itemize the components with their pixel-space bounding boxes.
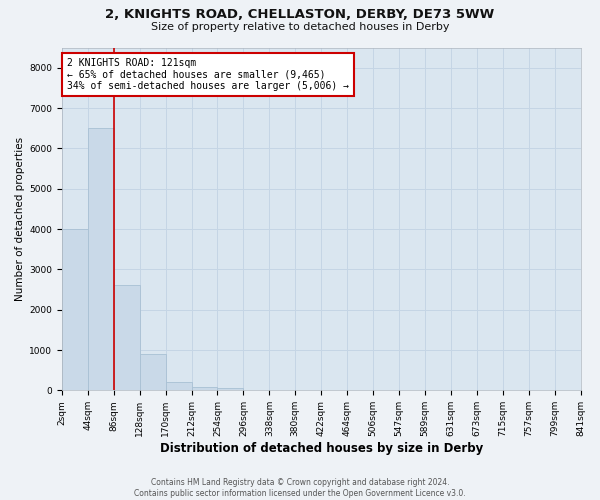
Bar bbox=[217, 388, 244, 390]
Text: Size of property relative to detached houses in Derby: Size of property relative to detached ho… bbox=[151, 22, 449, 32]
Bar bbox=[140, 354, 166, 391]
Bar bbox=[62, 229, 88, 390]
X-axis label: Distribution of detached houses by size in Derby: Distribution of detached houses by size … bbox=[160, 442, 483, 455]
Text: 2, KNIGHTS ROAD, CHELLASTON, DERBY, DE73 5WW: 2, KNIGHTS ROAD, CHELLASTON, DERBY, DE73… bbox=[106, 8, 494, 20]
Text: Contains HM Land Registry data © Crown copyright and database right 2024.
Contai: Contains HM Land Registry data © Crown c… bbox=[134, 478, 466, 498]
Bar bbox=[114, 286, 140, 391]
Text: 2 KNIGHTS ROAD: 121sqm
← 65% of detached houses are smaller (9,465)
34% of semi-: 2 KNIGHTS ROAD: 121sqm ← 65% of detached… bbox=[67, 58, 349, 91]
Bar bbox=[166, 382, 191, 390]
Bar bbox=[88, 128, 114, 390]
Y-axis label: Number of detached properties: Number of detached properties bbox=[15, 137, 25, 301]
Bar bbox=[191, 386, 217, 390]
